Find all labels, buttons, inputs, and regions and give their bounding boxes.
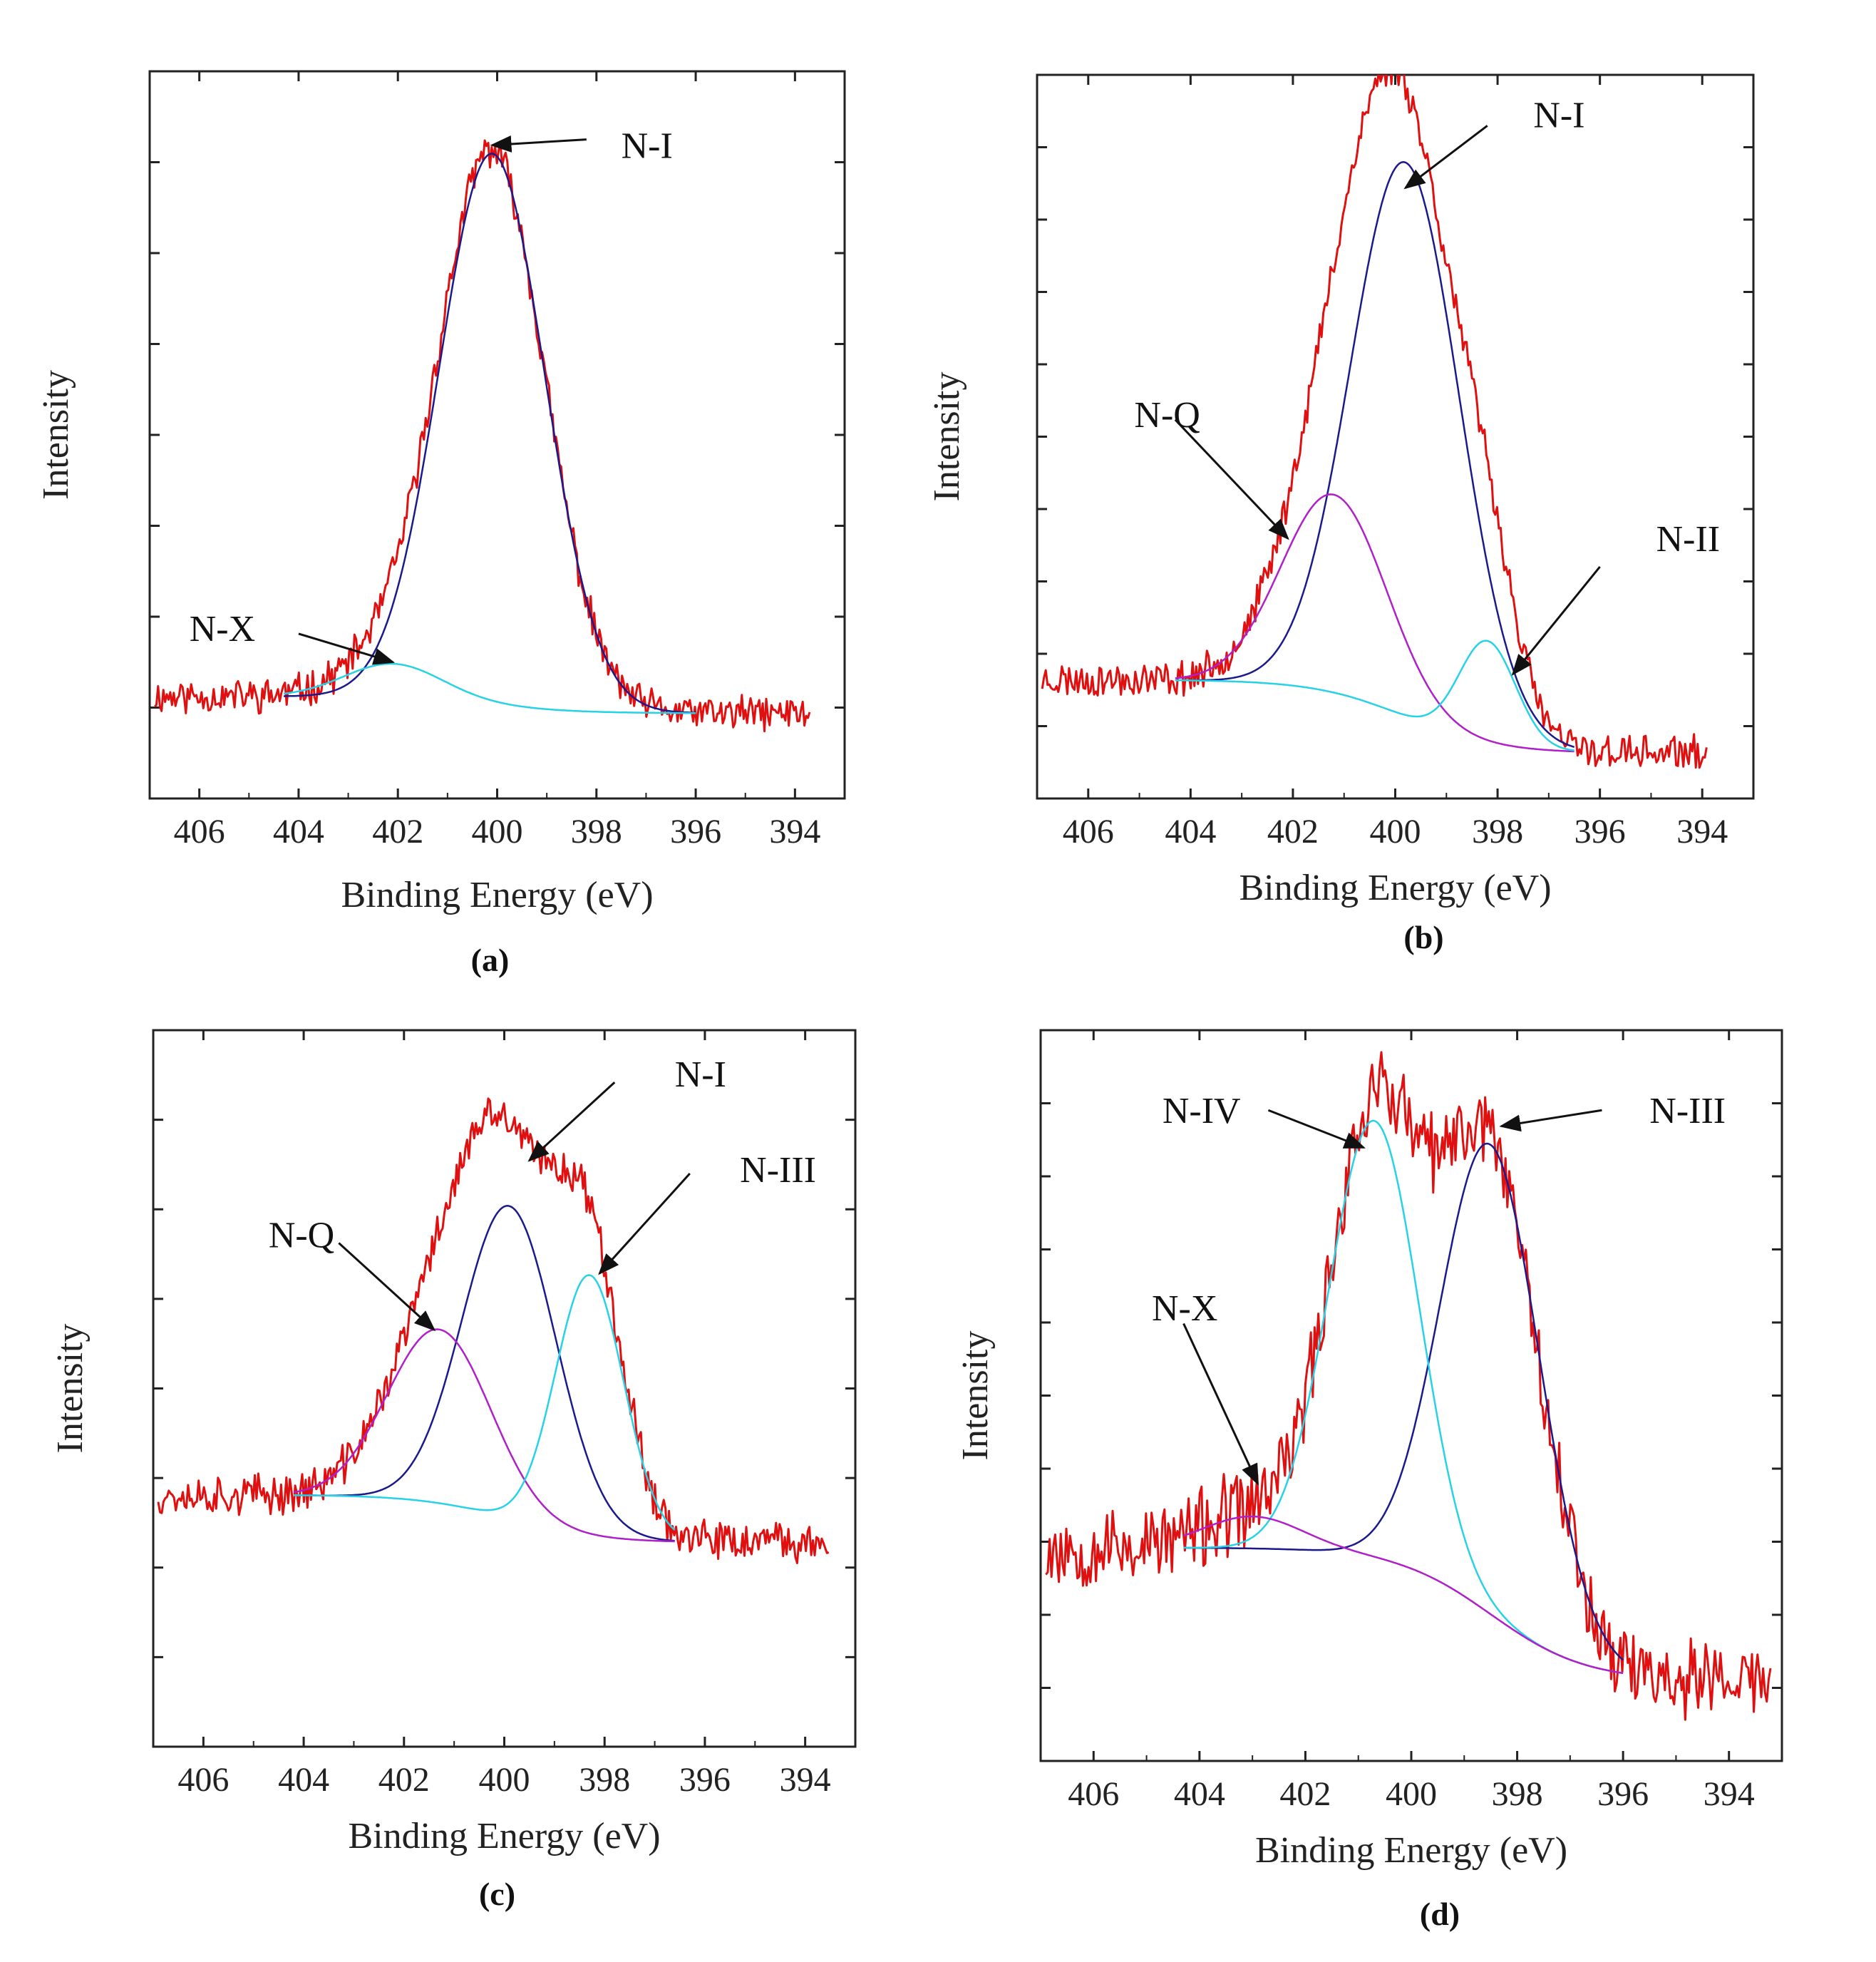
fit-component-n-x (283, 662, 696, 714)
x-tick-label: 396 (670, 813, 721, 851)
plot-frame (152, 1029, 857, 1748)
panel-label: (c) (479, 1876, 515, 1912)
panel-label: (a) (471, 942, 510, 978)
x-axis-title: Binding Energy (eV) (1255, 1830, 1567, 1871)
annotation-label-n-x: N-X (190, 609, 255, 649)
x-tick-label: 396 (1574, 813, 1626, 851)
raw-spectrum-line (1045, 1051, 1772, 1721)
x-tick-label: 406 (1068, 1775, 1119, 1813)
fit-component-n-q (1175, 493, 1574, 753)
fit-component-n-iii (294, 1274, 676, 1531)
x-tick-label: 396 (679, 1761, 731, 1799)
annotation-label-n-i: N-I (1533, 96, 1584, 136)
x-tick-label: 394 (1676, 813, 1728, 851)
x-tick-label: 394 (780, 1761, 831, 1799)
raw-spectrum-line (154, 139, 811, 733)
annotation-label-n-x: N-X (1152, 1288, 1217, 1329)
fit-component-n-iii (1183, 1142, 1624, 1661)
fit-component-n-iv (1183, 1119, 1624, 1675)
annotation-label-n-ii: N-II (1656, 519, 1721, 560)
x-tick-label: 396 (1597, 1775, 1649, 1813)
panel-a: 406 404 402 400 398 396 394 Binding Energy (eV)… (36, 70, 846, 978)
panel-d: 406 404 402 400 398 396 394 Binding Energy (eV)… (955, 1029, 1783, 1932)
annotation-arrow (1511, 565, 1601, 676)
y-axis-title: Intensity (36, 370, 76, 500)
annotation-arrow (1182, 1322, 1259, 1486)
annotation-arrow (490, 135, 587, 153)
annotation-label-n-i: N-I (675, 1054, 726, 1095)
fit-component-n-ii (1175, 640, 1574, 751)
annotation-arrow (1174, 418, 1289, 540)
x-tick-label: 400 (1370, 813, 1421, 851)
panel-label: (b) (1403, 919, 1443, 955)
x-tick-label: 402 (378, 1761, 430, 1799)
y-axis-title: Intensity (50, 1324, 91, 1454)
x-axis-title: Binding Energy (eV) (341, 875, 653, 915)
annotation-arrow (338, 1242, 436, 1332)
x-tick-label: 404 (1165, 813, 1216, 851)
x-tick-label: 402 (1279, 1775, 1331, 1813)
x-tick-label: 398 (571, 813, 622, 851)
x-axis-title: Binding Energy (eV) (1239, 868, 1551, 908)
x-axis-title: Binding Energy (eV) (348, 1816, 660, 1856)
y-axis-title: Intensity (927, 372, 967, 502)
panel-label: (d) (1420, 1896, 1460, 1932)
fit-component-n-i (284, 153, 696, 714)
x-tick-label: 404 (1174, 1775, 1225, 1813)
x-tick-label: 400 (1386, 1775, 1437, 1813)
annotation-label-n-iii: N-III (740, 1150, 816, 1191)
panel-b: 406 404 402 400 398 396 394 Binding Energy (eV)… (927, 73, 1755, 955)
x-tick-label: 402 (1267, 813, 1319, 851)
annotation-arrow (1403, 125, 1488, 190)
annotation-label-n-q: N-Q (1134, 395, 1200, 436)
raw-spectrum-line (1041, 75, 1708, 769)
annotation-label-n-iii: N-III (1649, 1091, 1726, 1131)
annotation-arrow (1499, 1109, 1602, 1132)
x-tick-label: 406 (177, 1761, 229, 1799)
plot-frame (1036, 73, 1755, 800)
annotation-label-n-q: N-Q (269, 1215, 334, 1255)
annotation-label-n-i: N-I (622, 126, 673, 167)
raw-spectrum-line (157, 1097, 830, 1564)
x-tick-label: 400 (479, 1761, 530, 1799)
x-tick-label: 394 (769, 813, 820, 851)
annotation-arrow (527, 1081, 616, 1162)
x-tick-label: 404 (278, 1761, 329, 1799)
fit-component-n-i (294, 1205, 675, 1542)
x-tick-label: 398 (1472, 813, 1523, 851)
x-tick-label: 398 (1492, 1775, 1543, 1813)
fit-component-n-x (1183, 1515, 1624, 1675)
annotation-arrow (1267, 1109, 1366, 1149)
x-tick-label: 398 (579, 1761, 630, 1799)
annotation-arrow (298, 632, 396, 665)
fit-component-n-i (1175, 161, 1575, 749)
panel-c: 406 404 402 400 398 396 394 Binding Energy (eV)… (50, 1029, 857, 1912)
x-tick-label: 400 (472, 813, 523, 851)
y-axis-title: Intensity (955, 1331, 996, 1461)
x-tick-label: 404 (273, 813, 324, 851)
x-tick-label: 394 (1704, 1775, 1755, 1813)
x-tick-label: 406 (1063, 813, 1114, 851)
annotation-arrow (598, 1172, 691, 1275)
fit-component-n-q (293, 1328, 675, 1543)
annotation-label-n-iv: N-IV (1163, 1091, 1241, 1131)
x-tick-label: 402 (372, 813, 423, 851)
x-tick-label: 406 (174, 813, 225, 851)
